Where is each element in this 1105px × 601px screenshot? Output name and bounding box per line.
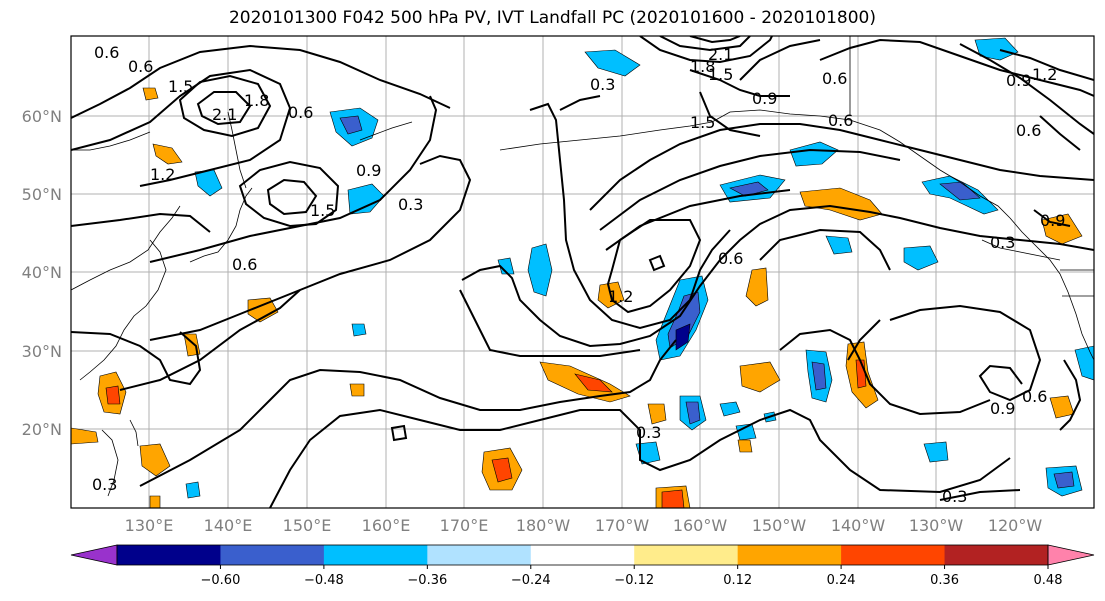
lat-label: 30°N — [22, 342, 62, 361]
lon-label: 120°W — [988, 516, 1043, 535]
colorbar-extend-low — [70, 544, 118, 566]
contour-label: 0.3 — [590, 75, 615, 94]
contour-label: 1.5 — [310, 201, 335, 220]
colorbar-extend-high — [1047, 544, 1095, 566]
lon-label: 130°E — [125, 516, 174, 535]
colorbar-outline — [116, 544, 1049, 566]
colorbar-tick-label: 0.48 — [1034, 573, 1063, 588]
contour-label: 0.6 — [128, 57, 153, 76]
contour-label: 0.9 — [356, 161, 381, 180]
contour-label: 1.8 — [244, 91, 269, 110]
colorbar-segment — [323, 545, 428, 565]
graticule — [71, 36, 1094, 508]
lon-label: 150°W — [752, 516, 807, 535]
lat-label: 60°N — [22, 107, 62, 126]
contour-label: 1.5 — [708, 65, 733, 84]
lat-label: 20°N — [22, 420, 62, 439]
lon-label: 160°W — [673, 516, 728, 535]
contour-label: 0.9 — [752, 89, 777, 108]
contour-label: 0.6 — [232, 255, 257, 274]
contour-label: 0.3 — [398, 195, 423, 214]
longitude-labels: 130°E 140°E 150°E 160°E 170°E 180°W 170°… — [125, 516, 1043, 535]
contour-label: 1.2 — [608, 287, 633, 306]
map-title: 2020101300 F042 500 hPa PV, IVT Landfall… — [228, 8, 876, 28]
lon-label: 140°W — [831, 516, 886, 535]
colorbar-tick-label: −0.12 — [614, 573, 654, 588]
contour-label: 0.3 — [92, 475, 117, 494]
contour-label: 0.3 — [990, 233, 1015, 252]
contour-label: 0.6 — [1016, 121, 1041, 140]
contour-label: 0.6 — [1022, 387, 1047, 406]
contour-label: 1.2 — [1032, 65, 1057, 84]
contour-label: 0.9 — [1006, 71, 1031, 90]
contour-label: 1.8 — [690, 57, 715, 76]
colorbar-tick-label: −0.60 — [201, 573, 241, 588]
contour-label: 0.3 — [942, 487, 967, 506]
lon-label: 170°E — [440, 516, 489, 535]
contour-label: 1.2 — [150, 165, 175, 184]
colorbar-segment — [220, 545, 325, 565]
colorbar-tick-label: 0.12 — [723, 573, 752, 588]
colorbar-tick-label: 0.36 — [930, 573, 959, 588]
contour-labels: 0.6 0.6 1.5 2.1 1.8 0.6 1.2 1.5 0.9 0.3 … — [92, 43, 1065, 506]
contour-label: 2.1 — [212, 105, 237, 124]
contour-label: 0.9 — [1040, 211, 1065, 230]
colorbar-segment — [944, 545, 1049, 565]
latitude-labels: 60°N 50°N 40°N 30°N 20°N — [22, 107, 62, 439]
contour-label: 0.9 — [990, 399, 1015, 418]
pv-contours — [71, 36, 1094, 508]
ivt-shading — [71, 37, 1094, 508]
contour-label: 1.5 — [168, 77, 193, 96]
lon-label: 180°W — [516, 516, 571, 535]
colorbar-tick-label: −0.24 — [511, 573, 551, 588]
colorbar-tick-label: −0.48 — [304, 573, 344, 588]
colorbar-segment — [737, 545, 842, 565]
lon-label: 140°E — [204, 516, 253, 535]
lon-label: 130°W — [909, 516, 964, 535]
contour-label: 0.6 — [828, 111, 853, 130]
contour-label: 0.6 — [288, 103, 313, 122]
lon-label: 170°W — [595, 516, 650, 535]
contour-label: 0.6 — [718, 249, 743, 268]
colorbar-segment — [634, 545, 739, 565]
lon-label: 150°E — [283, 516, 332, 535]
colorbar-segment — [530, 545, 635, 565]
map-frame — [70, 35, 1095, 509]
contour-label: 0.3 — [636, 423, 661, 442]
lat-label: 50°N — [22, 185, 62, 204]
contour-label: 0.6 — [822, 69, 847, 88]
colorbar-segment — [841, 545, 946, 565]
contour-label: 1.5 — [690, 113, 715, 132]
colorbar: −0.60 −0.48 −0.36 −0.24 −0.12 0.12 0.24 0.36 0.4… — [70, 544, 1095, 588]
contour-label: 0.6 — [94, 43, 119, 62]
lat-label: 40°N — [22, 263, 62, 282]
contour-label: 2.1 — [708, 45, 733, 64]
colorbar-tick-label: −0.36 — [407, 573, 447, 588]
lon-label: 160°E — [362, 516, 411, 535]
colorbar-tick-label: 0.24 — [827, 573, 856, 588]
coastlines — [71, 36, 1094, 497]
colorbar-segment — [117, 545, 221, 565]
colorbar-segment — [427, 545, 532, 565]
